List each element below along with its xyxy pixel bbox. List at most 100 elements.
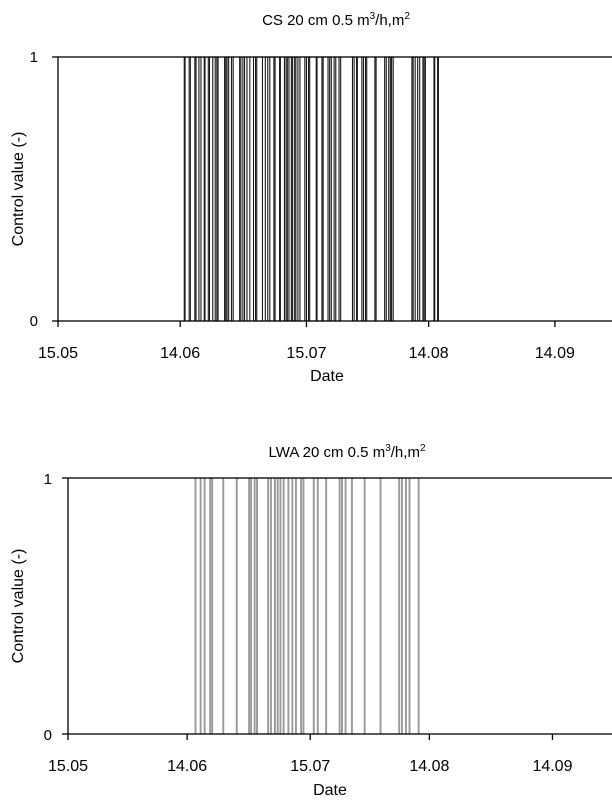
chart-2-plot-frame (67, 477, 612, 735)
chart-2-bar-24 (316, 477, 319, 735)
chart-2-bar-10 (253, 477, 256, 735)
chart-1-bar-43 (419, 56, 424, 322)
chart-1-y-tick-label-0: 0 (30, 313, 38, 330)
chart-1-bar-37 (374, 56, 377, 322)
chart-2-y-tick-label-0: 0 (44, 727, 52, 744)
chart-1-bar-14 (246, 56, 251, 322)
chart-1-bar-24 (295, 56, 299, 322)
chart-1-bar-28 (316, 56, 323, 322)
chart-1-bar-2 (188, 56, 191, 322)
chart-2-bar-27 (341, 477, 343, 735)
chart-1-x-tick-label-1: 15.05 (38, 345, 78, 362)
chart-2-bar-1 (194, 477, 197, 735)
chart-1-bar-3 (194, 56, 197, 322)
chart-1-bar-30 (329, 56, 332, 322)
chart-2-bar-2 (199, 477, 202, 735)
chart-1-bar-19 (274, 56, 281, 322)
chart-2-x-tick-label-3: 15.07 (290, 758, 330, 775)
chart-2-bar-32 (398, 477, 401, 735)
chart-1-bar-34 (355, 56, 358, 322)
chart-1-bar-1 (183, 56, 186, 322)
chart-1-bar-7 (212, 56, 216, 322)
chart-2-bar-13 (269, 477, 272, 735)
chart-1-x-axis-label: Date (310, 368, 344, 385)
chart-2-bar-7 (235, 477, 238, 735)
chart-2-bars (194, 477, 420, 735)
chart-1-x-tick-label-4: 14.08 (409, 345, 449, 362)
chart-1-bars (183, 56, 439, 322)
chart-1-y-axis-label: Control value (-) (10, 132, 27, 247)
chart-2-bar-23 (312, 477, 315, 735)
chart-2-bar-4 (209, 477, 212, 735)
chart-1-bar-8 (216, 56, 219, 322)
chart-1-bar-42 (414, 56, 419, 322)
chart-2-bar-12 (267, 477, 270, 735)
chart-1-bar-16 (256, 56, 264, 322)
chart-1-bar-17 (264, 56, 269, 322)
chart-2-bar-21 (300, 477, 303, 735)
chart-2-bar-16 (279, 477, 282, 735)
chart-2-x-axis-ticks: 15.05 14.06 15.07 14.08 14.09 (48, 734, 573, 775)
chart-1-bar-41 (411, 56, 414, 322)
chart-2-bar-33 (401, 477, 403, 735)
chart-1-bar-11 (230, 56, 234, 322)
chart-1-bar-15 (252, 56, 257, 322)
chart-2-bar-28 (344, 477, 347, 735)
chart-1-bar-40 (391, 56, 394, 322)
chart-2-bar-14 (273, 477, 276, 735)
chart-1-bar-10 (226, 56, 230, 322)
chart-2-x-tick-label-2: 14.06 (167, 758, 207, 775)
chart-1-bar-27 (309, 56, 317, 322)
chart-2-bar-30 (363, 477, 366, 735)
chart-2-bar-35 (408, 477, 411, 735)
chart-2-bar-26 (338, 477, 341, 735)
chart-2-y-axis-label: Control value (-) (10, 549, 27, 664)
chart-2-x-axis-label: Date (313, 782, 347, 799)
chart-1-x-tick-label-5: 14.09 (535, 345, 575, 362)
chart-2-bar-19 (291, 477, 294, 735)
chart-1-plot-frame (57, 56, 612, 322)
chart-2-bar-6 (222, 477, 225, 735)
chart-1-bar-20 (279, 56, 286, 322)
chart-1-title: CS 20 cm 0.5 m3/h,m2 (262, 11, 410, 29)
chart-1-bar-38 (384, 56, 387, 322)
chart-1-bar-45 (433, 56, 436, 322)
chart-1-bar-4 (198, 56, 202, 322)
chart-panel-2: LWA 20 cm 0.5 m3/h,m2 15.05 14.06 15.07 14.… (10, 443, 612, 799)
chart-2-bar-9 (250, 477, 253, 735)
chart-2-bar-36 (417, 477, 420, 735)
chart-1-bar-18 (269, 56, 275, 322)
chart-1-bar-32 (338, 56, 342, 322)
chart-2-x-tick-label-4: 14.08 (409, 758, 449, 775)
chart-1-bar-5 (203, 56, 206, 322)
chart-1-bar-26 (305, 56, 310, 322)
chart-2-bar-5 (211, 477, 214, 735)
chart-1-bar-36 (364, 56, 368, 322)
chart-1-bar-9 (224, 56, 227, 322)
chart-panel-1: CS 20 cm 0.5 m3/h,m2 15.05 14.06 15.07 14.0… (10, 11, 612, 385)
chart-2-bar-11 (256, 477, 258, 735)
chart-1-x-tick-label-3: 15.07 (286, 345, 326, 362)
chart-1-bar-23 (292, 56, 296, 322)
chart-1-bar-29 (322, 56, 329, 322)
chart-1-x-axis-ticks: 15.05 14.06 15.07 14.08 14.09 (38, 321, 575, 362)
chart-2-bar-8 (248, 477, 251, 735)
chart-1-bar-33 (351, 56, 355, 322)
chart-2-bar-20 (294, 477, 297, 735)
chart-1-bar-12 (239, 56, 242, 322)
chart-1-x-tick-label-2: 14.06 (160, 345, 200, 362)
chart-2-bar-31 (379, 477, 382, 735)
chart-2-title: LWA 20 cm 0.5 m3/h,m2 (268, 443, 425, 461)
chart-1-bar-35 (361, 56, 365, 322)
chart-2-bar-34 (404, 477, 407, 735)
chart-1-bar-39 (388, 56, 391, 322)
chart-2-y-tick-label-1: 1 (44, 471, 52, 488)
chart-2-bar-17 (282, 477, 285, 735)
chart-1-bar-46 (437, 56, 439, 322)
chart-1-bar-44 (423, 56, 426, 322)
chart-2-x-tick-label-5: 14.09 (532, 758, 572, 775)
chart-1-bar-22 (288, 56, 292, 322)
chart-2-bar-18 (287, 477, 290, 735)
chart-2-bar-3 (203, 477, 206, 735)
